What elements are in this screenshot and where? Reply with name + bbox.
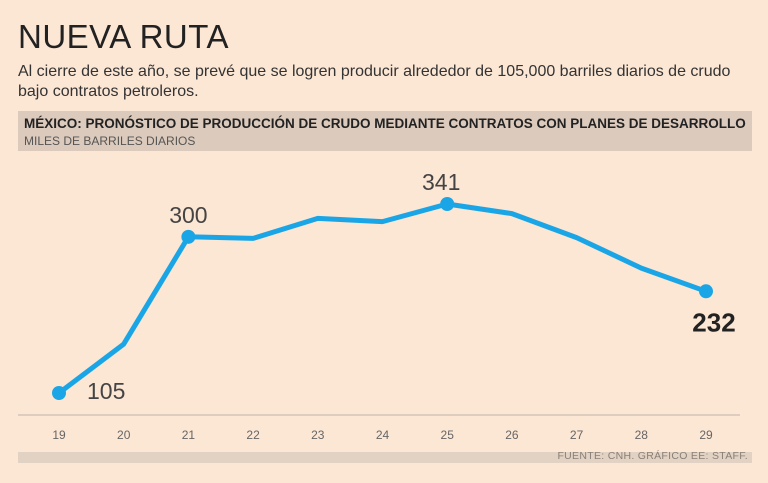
- page-title: NUEVA RUTA: [18, 18, 229, 55]
- x-tick-label: 21: [182, 428, 196, 442]
- x-tick-label: 23: [311, 428, 325, 442]
- footer-band: [18, 452, 752, 463]
- data-label: 232: [692, 307, 735, 337]
- x-tick-label: 25: [441, 428, 455, 442]
- data-point-marker: [699, 284, 713, 299]
- data-point-marker: [52, 386, 66, 400]
- x-tick-label: 27: [570, 428, 584, 442]
- x-tick-label: 28: [635, 428, 649, 442]
- x-tick-label: 26: [505, 428, 519, 442]
- x-tick-label: 22: [246, 428, 260, 442]
- data-label: 341: [422, 169, 460, 195]
- data-point-marker: [181, 229, 196, 244]
- chart-unit-label: MILES DE BARRILES DIARIOS: [24, 134, 196, 148]
- series-line: [56, 201, 709, 396]
- x-tick-labels: 19 20 21 22 23 24 25 26 27 28 29: [52, 428, 713, 442]
- x-tick-label: 20: [117, 428, 131, 442]
- source-note: FUENTE: CNH. GRÁFICO EE: STAFF.: [557, 450, 748, 462]
- chart-title: MÉXICO: PRONÓSTICO DE PRODUCCIÓN DE CRUD…: [24, 116, 746, 131]
- page-subtitle: Al cierre de este año, se prevé que se l…: [18, 63, 731, 100]
- x-tick-label: 19: [52, 428, 66, 442]
- data-point-marker: [440, 197, 455, 211]
- x-tick-label: 24: [376, 428, 390, 442]
- data-labels: 105 300 341 232: [87, 169, 736, 404]
- data-label: 105: [87, 378, 125, 404]
- point-markers: [52, 197, 713, 400]
- chart-header: MÉXICO: PRONÓSTICO DE PRODUCCIÓN DE CRUD…: [18, 111, 752, 151]
- data-label: 300: [169, 202, 207, 228]
- x-tick-label: 29: [699, 428, 713, 442]
